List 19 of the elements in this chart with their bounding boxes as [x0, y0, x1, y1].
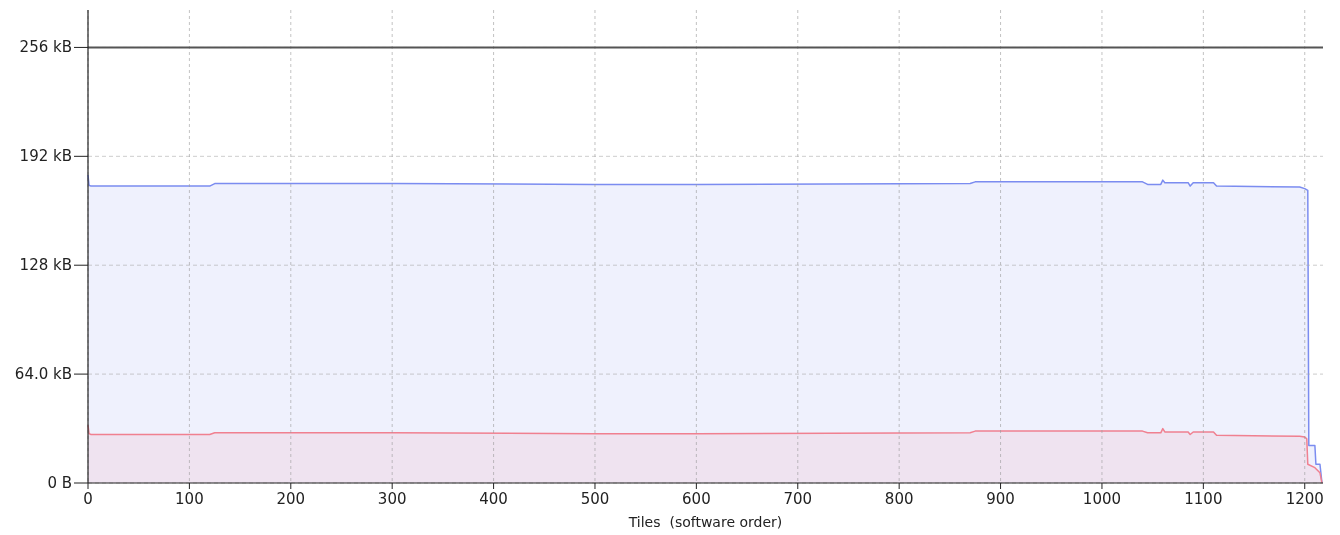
- x-tick-label: 500: [580, 490, 610, 508]
- x-tick-label: 300: [377, 490, 407, 508]
- y-tick-label: 256 kB: [19, 38, 72, 57]
- x-tick-label: 1000: [1082, 490, 1122, 508]
- x-axis-title: Tiles (software order): [627, 514, 783, 530]
- x-tick-label: 200: [276, 490, 306, 508]
- x-tick-label: 800: [884, 490, 914, 508]
- x-tick-label: 700: [783, 490, 813, 508]
- y-tick-label: 192 kB: [19, 147, 72, 166]
- x-tick-label: 1100: [1184, 490, 1223, 508]
- y-tick-label: 64.0 kB: [14, 365, 72, 384]
- x-tick-label: 600: [682, 490, 711, 508]
- x-tick-label: 400: [479, 490, 508, 508]
- x-tick-label: 900: [986, 490, 1015, 508]
- x-tick-label: 100: [175, 490, 204, 508]
- y-tick-label: 128 kB: [19, 256, 72, 275]
- x-tick-label: 0: [83, 490, 93, 508]
- x-tick-label: 1200: [1285, 490, 1324, 508]
- y-tick-label: 0 B: [47, 474, 72, 492]
